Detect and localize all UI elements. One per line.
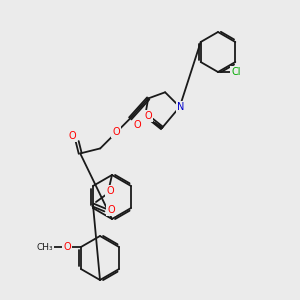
Text: CH₃: CH₃ — [37, 242, 53, 251]
Text: O: O — [144, 111, 152, 121]
Text: O: O — [112, 128, 120, 137]
Text: O: O — [68, 131, 76, 141]
Text: O: O — [106, 186, 114, 196]
Text: O: O — [63, 242, 71, 252]
Text: Cl: Cl — [231, 67, 241, 77]
Text: O: O — [134, 120, 142, 130]
Text: O: O — [107, 205, 115, 215]
Text: N: N — [177, 102, 184, 112]
